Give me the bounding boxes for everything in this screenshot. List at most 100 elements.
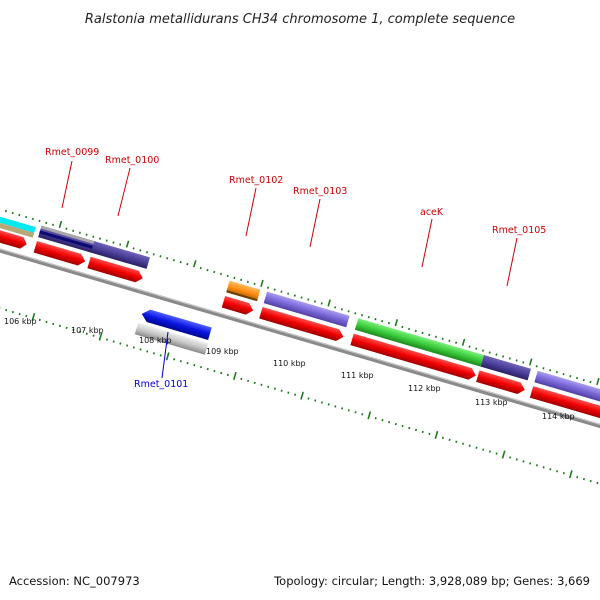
major-tick: [394, 319, 399, 327]
minor-tick: [105, 338, 108, 341]
minor-tick: [139, 348, 142, 351]
kbp-label: 113 kbp: [475, 398, 508, 407]
major-tick: [193, 260, 197, 268]
minor-tick: [25, 215, 28, 219]
minor-tick: [139, 249, 142, 252]
minor-tick: [340, 308, 343, 311]
minor-tick: [31, 217, 34, 221]
minor-tick: [145, 251, 149, 254]
minor-tick: [18, 312, 21, 316]
minor-tick: [509, 456, 512, 459]
minor-tick: [542, 367, 545, 370]
minor-tick: [508, 357, 511, 360]
minor-tick: [314, 399, 317, 402]
minor-tick: [535, 464, 538, 467]
minor-tick: [226, 274, 229, 278]
minor-tick: [25, 314, 28, 318]
gene-label-rmet0100: Rmet_0100: [105, 155, 159, 166]
minor-tick: [502, 355, 505, 358]
minor-tick: [105, 239, 108, 242]
minor-tick: [280, 389, 283, 392]
kbp-label: 111 kbp: [341, 371, 374, 380]
minor-tick: [589, 380, 592, 384]
minor-tick: [240, 377, 243, 381]
minor-tick: [126, 344, 129, 347]
minor-tick: [307, 298, 310, 301]
minor-tick: [562, 472, 565, 475]
minor-tick: [246, 280, 249, 284]
minor-tick: [132, 346, 135, 349]
kbp-label: 106 kbp: [4, 317, 37, 326]
minor-tick: [260, 383, 263, 386]
minor-tick: [421, 331, 424, 335]
minor-tick: [468, 345, 471, 348]
minor-tick: [45, 221, 48, 225]
callout-line-acek: [421, 218, 433, 268]
gene-label-rmet0102: Rmet_0102: [229, 175, 283, 186]
major-tick: [98, 332, 103, 341]
minor-tick: [65, 326, 68, 330]
cds-arrow: [0, 228, 27, 249]
chromosome-backbone-highlight: [0, 242, 600, 435]
minor-tick: [98, 237, 102, 240]
minor-tick: [267, 385, 270, 388]
minor-tick: [199, 365, 203, 369]
minor-tick: [38, 219, 41, 223]
minor-tick: [596, 481, 599, 485]
minor-tick: [293, 294, 296, 297]
minor-tick: [495, 353, 498, 356]
minor-tick: [542, 466, 545, 469]
minor-tick: [388, 420, 391, 424]
minor-tick: [569, 374, 572, 378]
kbp-label: 108 kbp: [139, 336, 172, 345]
minor-tick: [361, 413, 364, 416]
minor-tick: [360, 314, 364, 317]
minor-tick: [51, 223, 55, 227]
minor-tick: [85, 233, 88, 236]
minor-tick: [515, 458, 518, 461]
minor-tick: [79, 330, 82, 333]
minor-tick: [11, 310, 14, 314]
minor-tick: [52, 322, 55, 326]
major-tick: [327, 299, 331, 307]
minor-tick: [434, 335, 437, 339]
minor-tick: [112, 340, 115, 343]
minor-tick: [374, 417, 377, 420]
minor-tick: [549, 369, 552, 372]
gene-acek: [354, 318, 484, 367]
minor-tick: [18, 213, 21, 217]
minor-tick: [481, 349, 485, 352]
callout-line-rmet0105: [506, 237, 518, 287]
gene-rmet0102-stripe: [226, 290, 258, 302]
minor-tick: [58, 324, 61, 328]
minor-tick: [85, 332, 88, 335]
minor-tick: [179, 261, 182, 264]
minor-tick: [300, 296, 303, 299]
chromosome-backbone: [0, 242, 600, 438]
minor-tick: [428, 333, 431, 337]
kbp-label: 107 kbp: [71, 326, 104, 335]
minor-tick: [38, 318, 41, 322]
kbp-label: 109 kbp: [206, 347, 239, 356]
minor-tick: [515, 359, 518, 362]
minor-tick: [219, 272, 222, 276]
major-tick: [125, 240, 130, 248]
major-tick: [260, 279, 264, 287]
minor-tick: [381, 418, 384, 422]
minor-tick: [246, 379, 250, 383]
kbp-label: 112 kbp: [408, 384, 441, 393]
minor-tick: [119, 342, 122, 345]
minor-tick: [4, 209, 8, 213]
callout-line-rmet0103: [309, 198, 321, 248]
minor-tick: [112, 241, 115, 244]
gene-partial-cyan: [0, 216, 36, 233]
gene-rmet0099-stripe-navy: [39, 230, 94, 250]
minor-tick: [206, 367, 209, 371]
minor-tick: [421, 430, 424, 434]
minor-tick: [152, 352, 156, 355]
minor-tick: [159, 255, 162, 258]
minor-tick: [313, 300, 317, 303]
chromosome-track: [0, 207, 600, 485]
minor-tick: [408, 327, 411, 331]
